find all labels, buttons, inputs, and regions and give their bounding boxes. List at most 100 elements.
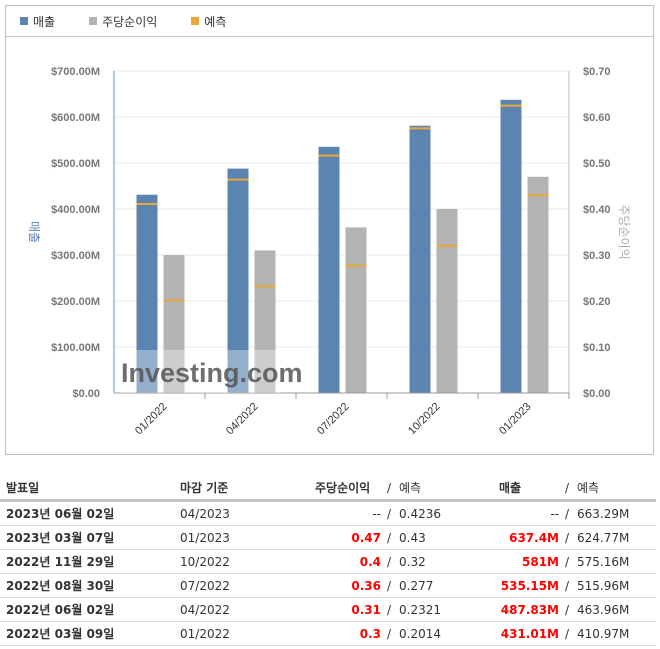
header-slash: / — [559, 476, 577, 502]
cell-eps-forecast: 0.32 — [399, 549, 499, 574]
x-tick-label: 01/2023 — [497, 401, 534, 438]
y2-tick-label: $0.20 — [583, 296, 611, 308]
cell-date: 2022년 08월 30일 — [0, 573, 180, 598]
y-tick-label: $500.00M — [51, 158, 100, 170]
y-tick-label: $200.00M — [51, 296, 100, 308]
y2-tick-label: $0.50 — [583, 158, 611, 170]
x-tick-label: 04/2022 — [224, 401, 261, 438]
forecast-swatch-icon — [191, 17, 200, 25]
cell-date: 2022년 03월 09일 — [0, 621, 180, 646]
cell-eps-forecast: 0.277 — [399, 573, 499, 598]
cell-eps: 0.36 — [315, 573, 381, 598]
x-tick-label: 01/2022 — [133, 401, 170, 438]
legend-forecast-label: 예측 — [204, 14, 227, 29]
cell-revenue-forecast: 663.29M — [577, 500, 656, 526]
cell-slash: / — [381, 549, 399, 574]
cell-eps: 0.3 — [315, 621, 381, 646]
cell-slash: / — [381, 621, 399, 646]
revenue-bar — [227, 168, 249, 393]
cell-slash: / — [559, 573, 577, 598]
eps-bar — [527, 176, 549, 393]
header-revenue-forecast: 예측 — [577, 476, 656, 502]
legend-revenue-label: 매출 — [33, 14, 56, 29]
y-tick-label: $700.00M — [51, 66, 100, 78]
header-eps-forecast: 예측 — [399, 476, 499, 502]
x-tick-label: 07/2022 — [315, 401, 352, 438]
header-period: 마감 기준 — [180, 476, 315, 502]
y-tick-label: $600.00M — [51, 112, 100, 124]
cell-date: 2023년 03월 07일 — [0, 525, 180, 550]
header-slash: / — [381, 476, 399, 502]
table-header: 발표일 마감 기준 주당순이익 / 예측 매출 / 예측 — [0, 476, 656, 502]
cell-period: 07/2022 — [180, 573, 315, 598]
cell-slash: / — [381, 525, 399, 550]
eps-bar — [345, 227, 367, 393]
eps-bar — [436, 209, 458, 393]
legend-eps-label: 주당순이익 — [102, 14, 158, 29]
revenue-bar — [409, 125, 431, 394]
cell-revenue: 535.15M — [499, 573, 559, 598]
cell-eps: 0.47 — [315, 525, 381, 550]
x-tick-label: 10/2022 — [406, 401, 443, 438]
cell-date: 2023년 06월 02일 — [0, 500, 180, 526]
table-row: 2022년 03월 09일 01/2022 0.3 / 0.2014 431.0… — [0, 621, 656, 646]
plot-area: $0.00 $0.00 $100.00M $0.10 $200.00M $0.20 $300… — [27, 66, 631, 438]
cell-revenue: 431.01M — [499, 621, 559, 646]
cell-period: 01/2023 — [180, 525, 315, 550]
cell-revenue-forecast: 410.97M — [577, 621, 656, 646]
header-revenue: 매출 — [499, 476, 559, 502]
cell-eps-forecast: 0.4236 — [399, 500, 499, 526]
cell-slash: / — [559, 549, 577, 574]
legend-forecast[interactable]: 예측 — [191, 13, 226, 30]
cell-period: 04/2022 — [180, 597, 315, 622]
y-tick-label: $100.00M — [51, 342, 100, 354]
watermark-backdrop — [120, 350, 280, 393]
y2-axis-title: 주당순이익 — [617, 204, 631, 259]
cell-eps-forecast: 0.2321 — [399, 597, 499, 622]
cell-slash: / — [559, 500, 577, 526]
cell-period: 04/2023 — [180, 500, 315, 526]
cell-revenue-forecast: 463.96M — [577, 597, 656, 622]
cell-revenue: 487.83M — [499, 597, 559, 622]
cell-slash: / — [381, 597, 399, 622]
header-date: 발표일 — [0, 476, 180, 502]
cell-period: 10/2022 — [180, 549, 315, 574]
cell-slash: / — [559, 525, 577, 550]
cell-date: 2022년 11월 29일 — [0, 549, 180, 574]
y-axis-title: 매출 — [27, 221, 41, 243]
chart-legend: 매출 주당순이익 예측 — [6, 6, 653, 37]
legend-revenue[interactable]: 매출 — [20, 13, 55, 30]
cell-slash: / — [559, 621, 577, 646]
revenue-bar — [318, 146, 340, 393]
cell-eps-forecast: 0.43 — [399, 525, 499, 550]
cell-slash: / — [559, 597, 577, 622]
cell-slash: / — [381, 500, 399, 526]
cell-eps: -- — [315, 500, 381, 526]
cell-eps: 0.4 — [315, 549, 381, 574]
revenue-swatch-icon — [20, 17, 28, 25]
cell-date: 2022년 06월 02일 — [0, 597, 180, 622]
earnings-table: 발표일 마감 기준 주당순이익 / 예측 매출 / 예측 2023년 06월 0… — [0, 476, 656, 646]
cell-slash: / — [381, 573, 399, 598]
table-row: 2022년 06월 02일 04/2022 0.31 / 0.2321 487.… — [0, 597, 656, 622]
revenue-bar — [136, 194, 158, 393]
eps-bar — [163, 255, 185, 393]
table-row: 2023년 06월 02일 04/2023 -- / 0.4236 -- / 6… — [0, 500, 656, 526]
y2-tick-label: $0.30 — [583, 250, 611, 262]
watermark-logo: Investing.com — [121, 358, 303, 388]
cell-eps: 0.31 — [315, 597, 381, 622]
cell-revenue-forecast: 575.16M — [577, 549, 656, 574]
y-tick-label: $400.00M — [51, 204, 100, 216]
table-row: 2022년 08월 30일 07/2022 0.36 / 0.277 535.1… — [0, 573, 656, 598]
legend-eps[interactable]: 주당순이익 — [89, 13, 157, 30]
y2-tick-label: $0.60 — [583, 112, 611, 124]
table-row: 2023년 03월 07일 01/2023 0.47 / 0.43 637.4M… — [0, 525, 656, 550]
table-row: 2022년 11월 29일 10/2022 0.4 / 0.32 581M / … — [0, 549, 656, 574]
eps-swatch-icon — [89, 17, 98, 25]
cell-revenue: 581M — [499, 549, 559, 574]
cell-revenue: -- — [499, 500, 559, 526]
cell-revenue-forecast: 624.77M — [577, 525, 656, 550]
earnings-chart: 매출 주당순이익 예측 $0.00 $0.00 $100.00M $0.10 $200.… — [5, 5, 654, 455]
cell-period: 01/2022 — [180, 621, 315, 646]
y2-tick-label: $0.70 — [583, 66, 611, 78]
